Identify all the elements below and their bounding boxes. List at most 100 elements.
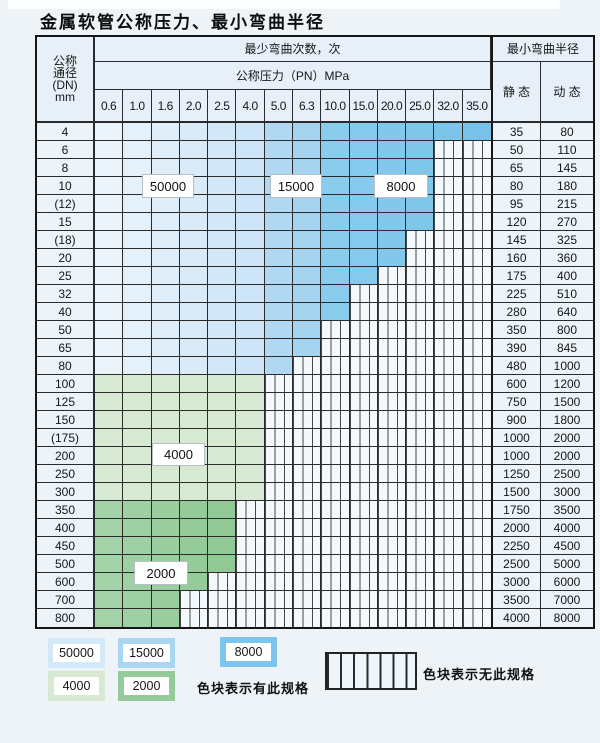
- legend-swatch-label: 4000: [54, 677, 99, 695]
- spec-cell: [236, 393, 265, 411]
- spec-cell: [208, 555, 237, 573]
- no-spec-hatch-cell: [293, 357, 322, 375]
- spec-cell: [208, 537, 237, 555]
- static-radius-cell: 900: [491, 411, 541, 429]
- no-spec-hatch-cell: [321, 573, 350, 591]
- spec-cell: [236, 429, 265, 447]
- no-spec-hatch-cell: [434, 303, 463, 321]
- static-radius-cell: 480: [491, 357, 541, 375]
- spec-cell: [321, 141, 350, 159]
- dn-cell: 80: [37, 357, 95, 375]
- no-spec-hatch-cell: [377, 267, 407, 285]
- cycle-count-label-4000: 4000: [152, 443, 205, 466]
- dynamic-radius-cell: 1500: [541, 393, 593, 411]
- dynamic-radius-cell: 110: [541, 141, 593, 159]
- dynamic-radius-cell: 400: [541, 267, 593, 285]
- spec-cell: [208, 357, 237, 375]
- pressure-tick: 10.0: [321, 90, 350, 123]
- no-spec-hatch-cell: [264, 519, 293, 537]
- spec-cell: [208, 321, 237, 339]
- spec-cell: [208, 231, 237, 249]
- spec-cell: [208, 249, 237, 267]
- no-spec-hatch-cell: [406, 465, 435, 483]
- spec-cell: [179, 141, 209, 159]
- no-spec-hatch-cell: [349, 519, 378, 537]
- no-spec-hatch-cell: [462, 321, 491, 339]
- spec-cell: [151, 465, 180, 483]
- spec-cell: [349, 249, 378, 267]
- spec-cell: [179, 231, 209, 249]
- spec-cell: [179, 249, 209, 267]
- spec-cell: [236, 195, 265, 213]
- no-spec-hatch-cell: [293, 537, 322, 555]
- spec-cell: [236, 141, 265, 159]
- spec-cell: [123, 231, 152, 249]
- spec-cell: [321, 159, 350, 177]
- spec-cell: [208, 429, 237, 447]
- legend-swatch-8000: 8000: [220, 637, 277, 667]
- no-spec-hatch-cell: [434, 447, 463, 465]
- spec-cell: [123, 519, 152, 537]
- spec-cell: [151, 537, 180, 555]
- no-spec-hatch-cell: [293, 609, 322, 627]
- spec-cell: [151, 609, 180, 627]
- spec-cell: [123, 159, 152, 177]
- static-radius-cell: 120: [491, 213, 541, 231]
- spec-cell: [236, 465, 265, 483]
- no-spec-hatch-cell: [349, 591, 378, 609]
- no-spec-hatch-cell: [406, 285, 435, 303]
- spec-cell: [151, 267, 180, 285]
- spec-cell: [123, 285, 152, 303]
- spec-cell: [236, 123, 265, 141]
- dn-cell: 250: [37, 465, 95, 483]
- no-spec-hatch-cell: [406, 429, 435, 447]
- spec-cell: [293, 231, 322, 249]
- static-radius-cell: 65: [491, 159, 541, 177]
- dn-cell: 350: [37, 501, 95, 519]
- spec-cell: [123, 195, 152, 213]
- dynamic-radius-cell: 8000: [541, 609, 593, 627]
- spec-cell: [95, 285, 124, 303]
- no-spec-hatch-cell: [434, 609, 463, 627]
- pressure-header: 公称压力（PN）MPa: [95, 62, 491, 90]
- spec-cell: [179, 285, 209, 303]
- spec-cell: [123, 357, 152, 375]
- spec-cell: [208, 375, 237, 393]
- spec-cell: [208, 483, 237, 501]
- spec-cell: [95, 573, 124, 591]
- spec-cell: [236, 447, 265, 465]
- no-spec-hatch-cell: [434, 393, 463, 411]
- spec-cell: [179, 501, 209, 519]
- spec-cell: [377, 195, 407, 213]
- pressure-tick: 15.0: [349, 90, 378, 123]
- no-spec-hatch-cell: [349, 429, 378, 447]
- spec-cell: [236, 249, 265, 267]
- dn-cell: 600: [37, 573, 95, 591]
- spec-cell: [377, 213, 407, 231]
- spec-cell: [151, 231, 180, 249]
- spec-cell: [123, 141, 152, 159]
- spec-cell: [123, 609, 152, 627]
- spec-cell: [208, 159, 237, 177]
- dynamic-radius-cell: 800: [541, 321, 593, 339]
- no-spec-hatch-cell: [264, 429, 293, 447]
- spec-cell: [95, 267, 124, 285]
- no-spec-hatch-cell: [349, 483, 378, 501]
- no-spec-hatch-cell: [406, 555, 435, 573]
- no-spec-hatch-cell: [434, 231, 463, 249]
- spec-cell: [179, 213, 209, 231]
- static-radius-cell: 50: [491, 141, 541, 159]
- dynamic-radius-cell: 6000: [541, 573, 593, 591]
- no-spec-hatch-cell: [377, 411, 407, 429]
- spec-cell: [264, 303, 293, 321]
- no-spec-hatch-cell: [377, 519, 407, 537]
- no-spec-hatch-cell: [377, 303, 407, 321]
- no-spec-hatch-cell: [293, 465, 322, 483]
- static-radius-cell: 390: [491, 339, 541, 357]
- dynamic-header: 动 态: [541, 62, 593, 123]
- cycle-count-label-2000: 2000: [134, 561, 188, 585]
- static-header: 静 态: [491, 62, 541, 123]
- no-spec-hatch-cell: [434, 483, 463, 501]
- static-radius-cell: 600: [491, 375, 541, 393]
- static-radius-cell: 160: [491, 249, 541, 267]
